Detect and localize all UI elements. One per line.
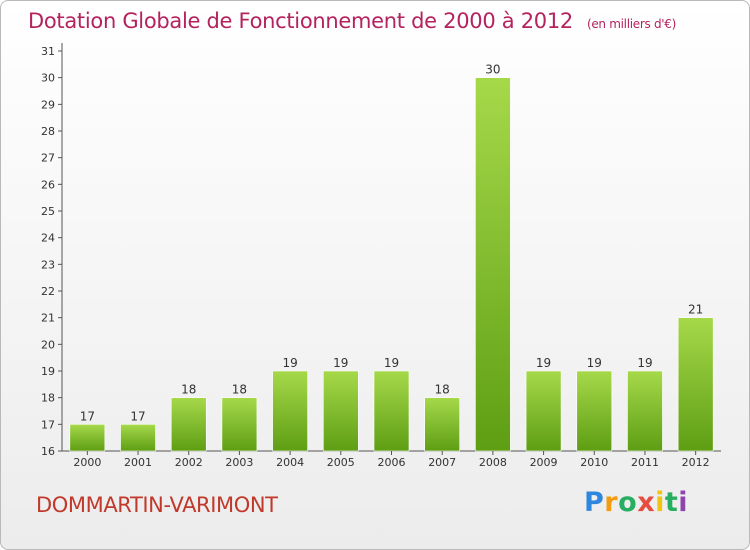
y-tick-label: 17: [41, 418, 55, 431]
logo-letter: t: [664, 487, 679, 518]
chart-subtitle: (en milliers d'€): [586, 17, 676, 31]
bar: [424, 397, 460, 452]
chart-title-text: Dotation Globale de Fonctionnement de 20…: [28, 9, 573, 33]
bar: [677, 317, 714, 452]
y-tick-label: 22: [41, 285, 55, 298]
data-label: 19: [637, 356, 652, 370]
x-tick-label: 2001: [124, 456, 152, 469]
bar: [170, 397, 207, 452]
x-tick-label: 2009: [530, 456, 558, 469]
x-tick-label: 2011: [631, 456, 659, 469]
bar: [272, 370, 308, 452]
x-tick-label: 2006: [378, 456, 406, 469]
logo-letter: o: [618, 487, 638, 518]
y-tick-label: 27: [41, 152, 55, 165]
data-label: 19: [587, 356, 602, 370]
y-tick-label: 28: [41, 125, 55, 138]
x-tick-label: 2008: [479, 456, 507, 469]
bar: [475, 77, 511, 452]
data-label: 18: [232, 383, 247, 397]
y-tick-label: 25: [41, 205, 55, 218]
proxiti-logo[interactable]: Proxiti: [584, 487, 688, 518]
bar: [576, 370, 613, 452]
x-tick-label: 2005: [327, 456, 355, 469]
data-label: 19: [282, 356, 297, 370]
y-tick-label: 18: [41, 392, 55, 405]
x-tick-label: 2007: [428, 456, 456, 469]
data-label: 30: [485, 63, 500, 77]
y-tick-label: 26: [41, 178, 55, 191]
logo-letter: i: [655, 487, 665, 518]
data-label: 19: [384, 356, 399, 370]
logo-letter: P: [584, 487, 605, 518]
data-label: 18: [435, 383, 450, 397]
y-tick-label: 31: [41, 45, 55, 58]
y-tick-label: 23: [41, 258, 55, 271]
bar: [627, 370, 663, 452]
town-name: DOMMARTIN-VARIMONT: [36, 493, 278, 517]
bar: [373, 370, 410, 452]
x-tick-label: 2004: [276, 456, 304, 469]
x-tick-label: 2003: [225, 456, 253, 469]
y-tick-label: 19: [41, 365, 55, 378]
data-label: 17: [80, 409, 95, 423]
y-tick-label: 29: [41, 98, 55, 111]
bar: [69, 424, 106, 452]
logo-letter: x: [637, 487, 656, 518]
y-tick-label: 16: [41, 445, 55, 458]
data-label: 21: [688, 303, 703, 317]
y-tick-label: 24: [41, 232, 55, 245]
bar: [525, 370, 562, 452]
bar: [221, 397, 258, 452]
y-tick-label: 20: [41, 338, 55, 351]
data-label: 19: [536, 356, 551, 370]
data-label: 18: [181, 383, 196, 397]
x-tick-label: 2000: [73, 456, 101, 469]
bar: [120, 424, 156, 452]
bar: [323, 370, 359, 452]
x-tick-label: 2012: [682, 456, 710, 469]
data-label: 17: [130, 409, 145, 423]
x-tick-label: 2010: [580, 456, 608, 469]
logo-letter: i: [678, 487, 689, 518]
data-label: 19: [333, 356, 348, 370]
chart-title: Dotation Globale de Fonctionnement de 20…: [28, 9, 676, 33]
logo-letter: r: [604, 487, 619, 518]
y-tick-label: 21: [41, 312, 55, 325]
y-tick-label: 30: [41, 72, 55, 85]
x-tick-label: 2002: [175, 456, 203, 469]
